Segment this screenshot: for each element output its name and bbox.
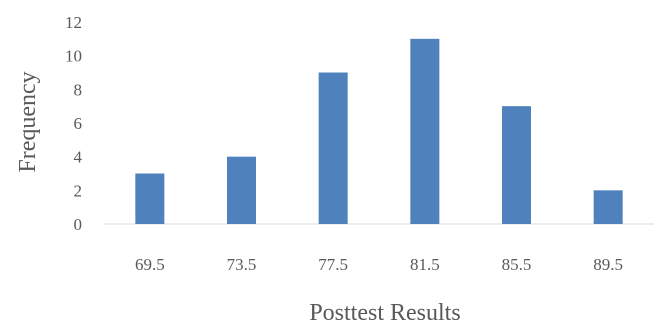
y-tick-label: 4: [74, 148, 83, 167]
x-tick-label: 73.5: [227, 255, 257, 274]
bar-89.5: [593, 190, 623, 224]
y-tick-label: 6: [74, 114, 83, 133]
bar-81.5: [410, 38, 440, 225]
bar-69.5: [135, 173, 165, 224]
x-tick-label: 69.5: [135, 255, 165, 274]
y-tick-label: 8: [74, 80, 83, 99]
x-tick-label: 77.5: [318, 255, 348, 274]
y-tick-label: 10: [65, 47, 82, 66]
bar-85.5: [502, 106, 531, 224]
x-tick-label: 81.5: [410, 255, 440, 274]
bar-77.5: [318, 72, 348, 224]
bars: [135, 38, 623, 225]
x-axis-ticks: 69.5 73.5 77.5 81.5 85.5 89.5: [135, 255, 623, 274]
y-axis-ticks: 0 2 4 6 8 10 12: [65, 13, 83, 234]
y-tick-label: 2: [74, 181, 83, 200]
y-tick-label: 0: [74, 215, 83, 234]
y-tick-label: 12: [65, 13, 82, 32]
bar-73.5: [227, 156, 256, 224]
x-tick-label: 85.5: [502, 255, 532, 274]
x-axis-title: Posttest Results: [309, 300, 460, 324]
x-tick-label: 89.5: [593, 255, 623, 274]
y-axis-title: Frequency: [15, 71, 41, 172]
